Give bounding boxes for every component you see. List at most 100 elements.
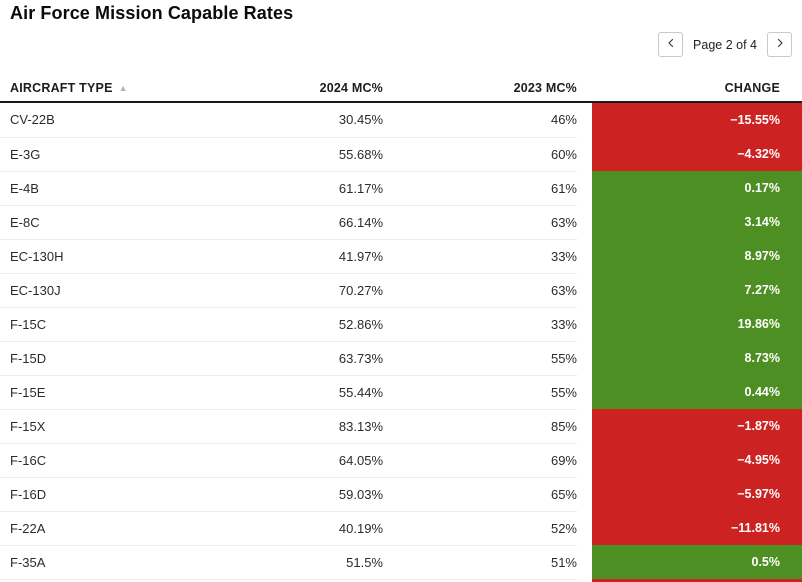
- change-cell: 0.17%: [577, 171, 802, 205]
- mc-2023-cell: 33%: [383, 238, 577, 273]
- change-value-badge: −1.87%: [592, 409, 802, 443]
- mc-2023-cell: 51%: [383, 544, 577, 579]
- change-value-badge: 3.14%: [592, 205, 802, 239]
- change-value-badge: −4.32%: [592, 137, 802, 171]
- table-row: F-22A 40.19% 52% −11.81%: [0, 510, 802, 545]
- table-row: EC-130H 41.97% 33% 8.97%: [0, 238, 802, 273]
- column-header-change[interactable]: CHANGE: [577, 78, 802, 103]
- change-value-badge: [592, 579, 802, 582]
- mc-2023-cell: [383, 578, 577, 582]
- mc-2023-cell: 63%: [383, 204, 577, 239]
- mc-2024-cell: 55.44%: [250, 374, 383, 409]
- mc-2023-cell: 52%: [383, 510, 577, 545]
- change-value-badge: −11.81%: [592, 511, 802, 545]
- mc-2024-cell: 64.05%: [250, 442, 383, 477]
- mc-2024-cell: 52.86%: [250, 306, 383, 341]
- column-header-2024-mc[interactable]: 2024 MC%: [250, 78, 383, 103]
- change-value-badge: 0.44%: [592, 375, 802, 409]
- aircraft-type-cell: F-22A: [0, 510, 250, 545]
- table-row: E-3G 55.68% 60% −4.32%: [0, 136, 802, 171]
- chevron-right-icon: [774, 37, 786, 52]
- mc-2023-cell: 55%: [383, 374, 577, 409]
- aircraft-type-cell: F-15D: [0, 340, 250, 375]
- aircraft-type-cell: E-3G: [0, 136, 250, 171]
- table-row: [0, 578, 802, 582]
- aircraft-type-cell: F-15E: [0, 374, 250, 409]
- table-header-row: AIRCRAFT TYPE ▲ 2024 MC% 2023 MC% CHANGE: [0, 78, 802, 103]
- mc-2024-cell: 30.45%: [338, 112, 383, 128]
- aircraft-type-cell: E-8C: [0, 204, 250, 239]
- mc-2024-cell: 40.19%: [250, 510, 383, 545]
- change-cell: −4.95%: [577, 443, 802, 477]
- aircraft-type-cell: F-15C: [0, 306, 250, 341]
- mc-2023-cell: 60%: [383, 136, 577, 171]
- mc-2024-cell: 83.13%: [250, 408, 383, 443]
- change-cell: −1.87%: [577, 409, 802, 443]
- mc-2023-cell: 63%: [383, 272, 577, 307]
- mc-2024-cell: 59.03%: [250, 476, 383, 511]
- change-cell: 0.44%: [577, 375, 802, 409]
- change-value-badge: 8.73%: [592, 341, 802, 375]
- table-row: F-15C 52.86% 33% 19.86%: [0, 306, 802, 341]
- mc-2024-cell: 66.14%: [250, 204, 383, 239]
- pagination: Page 2 of 4: [658, 32, 792, 57]
- mc-2024-cell: 41.97%: [250, 238, 383, 273]
- change-value-badge: 0.5%: [592, 545, 802, 579]
- change-value-badge: 0.17%: [592, 171, 802, 205]
- mc-2024-cell: [250, 578, 383, 582]
- mc-2024-cell: 70.27%: [250, 272, 383, 307]
- table-row: F-15X 83.13% 85% −1.87%: [0, 408, 802, 443]
- change-cell: [577, 579, 802, 582]
- table-row: F-16D 59.03% 65% −5.97%: [0, 476, 802, 511]
- mc-2023-cell: 33%: [383, 306, 577, 341]
- page-indicator: Page 2 of 4: [693, 37, 757, 52]
- next-page-button[interactable]: [767, 32, 792, 57]
- change-value-badge: −15.55%: [592, 103, 802, 137]
- aircraft-type-cell: F-15X: [0, 408, 250, 443]
- change-value-badge: 8.97%: [592, 239, 802, 273]
- column-header-2023-mc[interactable]: 2023 MC%: [383, 78, 577, 103]
- change-value-badge: 19.86%: [592, 307, 802, 341]
- mc-2024-cell: 51.5%: [250, 544, 383, 579]
- aircraft-type-cell: F-16C: [0, 442, 250, 477]
- table-row: F-35A 51.5% 51% 0.5%: [0, 544, 802, 579]
- mc-2024-cell: 55.68%: [250, 136, 383, 171]
- prev-page-button[interactable]: [658, 32, 684, 57]
- aircraft-type-cell: F-35A: [0, 544, 250, 579]
- table-row: CV-22B 30.45% 46% −15.55%: [0, 102, 802, 137]
- mc-2023-cell: 55%: [383, 340, 577, 375]
- page-title: Air Force Mission Capable Rates: [10, 3, 294, 23]
- change-cell: 0.5%: [577, 545, 802, 579]
- change-cell: 19.86%: [577, 307, 802, 341]
- table-row: EC-130J 70.27% 63% 7.27%: [0, 272, 802, 307]
- mc-2023-cell: 61%: [383, 170, 577, 205]
- table-row: F-15D 63.73% 55% 8.73%: [0, 340, 802, 375]
- mc-2023-cell: 65%: [383, 476, 577, 511]
- aircraft-type-cell: [0, 578, 250, 582]
- change-cell: 8.97%: [577, 239, 802, 273]
- mc-2023-cell: 46%: [550, 112, 577, 128]
- sort-ascending-icon: ▲: [118, 82, 128, 93]
- mission-capable-table: AIRCRAFT TYPE ▲ 2024 MC% 2023 MC% CHANGE …: [0, 78, 802, 582]
- change-cell: 8.73%: [577, 341, 802, 375]
- change-value-badge: −5.97%: [592, 477, 802, 511]
- change-value-badge: 7.27%: [592, 273, 802, 307]
- table-body: CV-22B 30.45% 46% −15.55% E-3G 55.68% 60% −4.32…: [0, 102, 802, 582]
- mc-2023-cell: 69%: [383, 442, 577, 477]
- mc-2024-cell: 61.17%: [250, 170, 383, 205]
- change-cell: −11.81%: [577, 511, 802, 545]
- change-cell: −4.32%: [577, 137, 802, 171]
- change-cell: 3.14%: [577, 205, 802, 239]
- aircraft-type-cell: EC-130H: [0, 238, 250, 273]
- column-header-aircraft-type[interactable]: AIRCRAFT TYPE ▲: [0, 78, 250, 103]
- table-row: E-4B 61.17% 61% 0.17%: [0, 170, 802, 205]
- chevron-left-icon: [665, 37, 677, 52]
- change-value-badge: −4.95%: [592, 443, 802, 477]
- table-row: E-8C 66.14% 63% 3.14%: [0, 204, 802, 239]
- change-cell: −15.55%: [577, 102, 802, 137]
- change-cell: −5.97%: [577, 477, 802, 511]
- change-cell: 7.27%: [577, 273, 802, 307]
- aircraft-type-cell: CV-22B: [10, 112, 55, 128]
- table-row: F-16C 64.05% 69% −4.95%: [0, 442, 802, 477]
